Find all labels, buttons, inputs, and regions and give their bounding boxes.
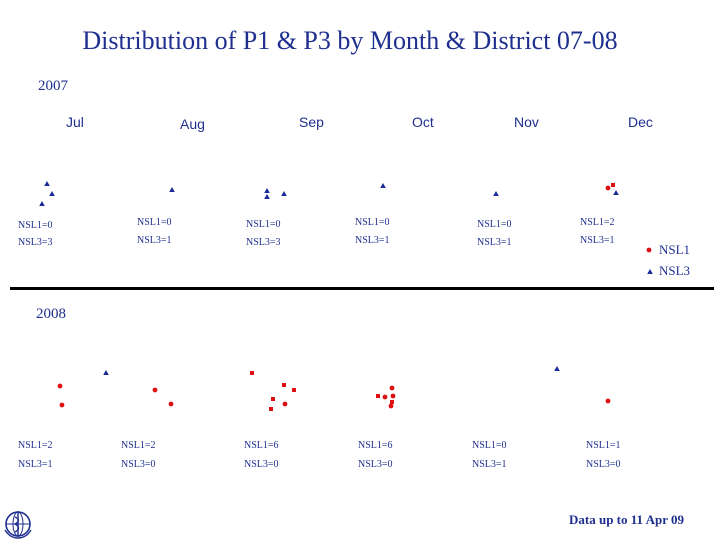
count-2007-oct-nsl1: NSL1=0 — [355, 217, 390, 228]
nsl1-case-marker — [390, 393, 396, 399]
nsl1-case-marker — [389, 385, 395, 391]
who-emblem-icon — [2, 508, 34, 540]
count-2007-nov-nsl3: NSL3=1 — [477, 237, 512, 248]
nsl1-case-marker — [605, 398, 611, 404]
count-2007-dec-nsl3: NSL3=1 — [580, 235, 615, 246]
count-2008-sep-nsl3: NSL3=0 — [244, 459, 279, 470]
year-divider — [10, 287, 714, 290]
nsl3-case-marker — [493, 191, 499, 196]
data-date-footer: Data up to 11 Apr 09 — [569, 512, 684, 527]
nsl1-case-marker — [59, 402, 65, 408]
legend-nsl1-marker — [646, 247, 652, 253]
nsl1-case-marker — [168, 401, 174, 407]
nsl1-case-marker — [269, 407, 273, 411]
count-2008-oct-nsl3: NSL3=0 — [358, 459, 393, 470]
count-2008-dec-nsl1: NSL1=1 — [586, 440, 621, 451]
nsl1-case-marker — [271, 397, 275, 401]
nsl3-case-marker — [613, 190, 619, 195]
nsl1-case-marker — [390, 400, 394, 404]
count-2008-nov-nsl3: NSL3=1 — [472, 459, 507, 470]
nsl1-case-marker — [57, 383, 63, 389]
month-label-sep: Sep — [299, 114, 324, 130]
count-2008-nov-nsl1: NSL1=0 — [472, 440, 507, 451]
count-2007-jul-nsl1: NSL1=0 — [18, 220, 53, 231]
count-2007-jul-nsl3: NSL3=3 — [18, 237, 53, 248]
month-label-nov: Nov — [514, 114, 539, 130]
count-2008-aug-nsl3: NSL3=0 — [121, 459, 156, 470]
nsl1-case-marker — [152, 387, 158, 393]
nsl1-case-marker — [382, 394, 388, 400]
count-2007-aug-nsl3: NSL3=1 — [137, 235, 172, 246]
nsl1-case-marker — [282, 401, 288, 407]
count-2008-jul-nsl3: NSL3=1 — [18, 459, 53, 470]
count-2007-sep-nsl3: NSL3=3 — [246, 237, 281, 248]
page-title: Distribution of P1 & P3 by Month & Distr… — [82, 26, 618, 55]
nsl1-case-marker — [292, 388, 296, 392]
nsl3-case-marker — [169, 187, 175, 192]
nsl1-case-marker — [605, 185, 611, 191]
year-label-2008: 2008 — [36, 306, 66, 322]
legend-label-nsl1: NSL1 — [659, 242, 691, 257]
nsl3-case-marker — [103, 370, 109, 375]
nsl3-case-marker — [264, 188, 270, 193]
count-2008-jul-nsl1: NSL1=2 — [18, 440, 53, 451]
count-2008-sep-nsl1: NSL1=6 — [244, 440, 279, 451]
count-2007-nov-nsl1: NSL1=0 — [477, 219, 512, 230]
nsl1-case-marker — [376, 394, 380, 398]
nsl3-case-marker — [281, 191, 287, 196]
nsl3-case-marker — [380, 183, 386, 188]
month-label-dec: Dec — [628, 114, 653, 130]
nsl1-case-marker — [250, 371, 254, 375]
nsl1-case-marker — [282, 383, 286, 387]
count-2007-oct-nsl3: NSL3=1 — [355, 235, 390, 246]
legend-label-nsl3: NSL3 — [659, 263, 691, 278]
legend-nsl3-marker — [647, 269, 653, 274]
month-label-aug: Aug — [180, 116, 205, 132]
count-2007-sep-nsl1: NSL1=0 — [246, 219, 281, 230]
year-label-2007: 2007 — [38, 78, 68, 94]
count-2007-dec-nsl1: NSL1=2 — [580, 217, 615, 228]
count-2008-dec-nsl3: NSL3=0 — [586, 459, 621, 470]
nsl1-case-marker — [388, 403, 394, 409]
count-2008-oct-nsl1: NSL1=6 — [358, 440, 393, 451]
nsl3-case-marker — [39, 201, 45, 206]
count-2008-aug-nsl1: NSL1=2 — [121, 440, 156, 451]
nsl3-case-marker — [264, 194, 270, 199]
nsl3-case-marker — [44, 181, 50, 186]
month-label-jul: Jul — [66, 114, 84, 130]
month-label-oct: Oct — [412, 114, 434, 130]
nsl3-case-marker — [49, 191, 55, 196]
nsl1-case-marker — [611, 183, 615, 187]
count-2007-aug-nsl1: NSL1=0 — [137, 217, 172, 228]
nsl3-case-marker — [554, 366, 560, 371]
